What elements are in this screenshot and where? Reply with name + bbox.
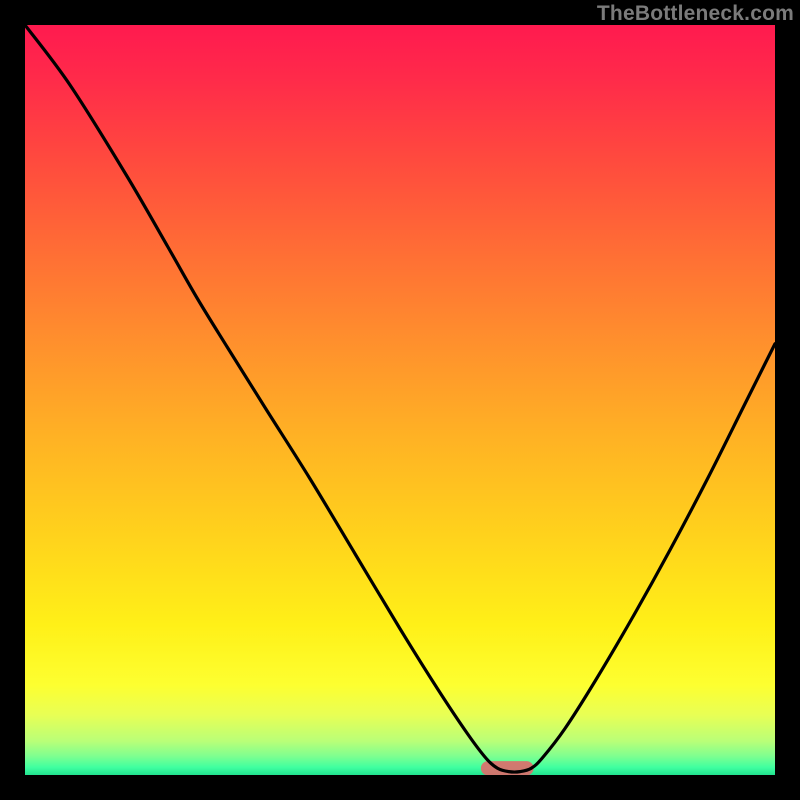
watermark-text: TheBottleneck.com [597, 2, 794, 26]
gradient-background [25, 25, 775, 775]
bottleneck-curve-chart [0, 0, 800, 800]
chart-frame: TheBottleneck.com [0, 0, 800, 800]
